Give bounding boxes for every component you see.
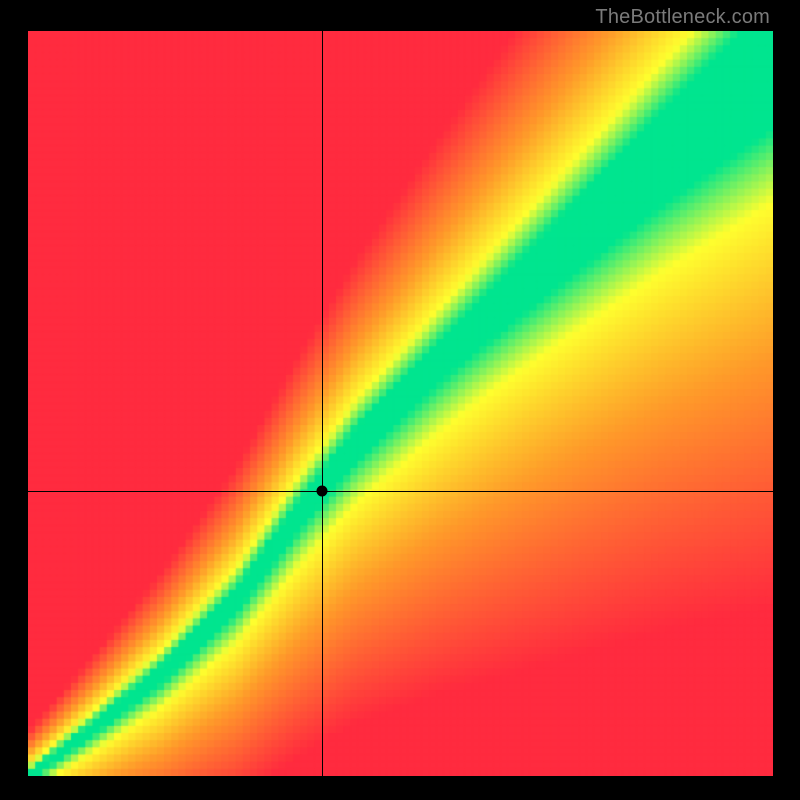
- crosshair-horizontal-line: [28, 491, 773, 492]
- watermark-text: TheBottleneck.com: [595, 6, 770, 29]
- crosshair-vertical-line: [322, 31, 323, 776]
- crosshair-marker-dot: [316, 485, 327, 496]
- bottleneck-heatmap: [28, 31, 773, 776]
